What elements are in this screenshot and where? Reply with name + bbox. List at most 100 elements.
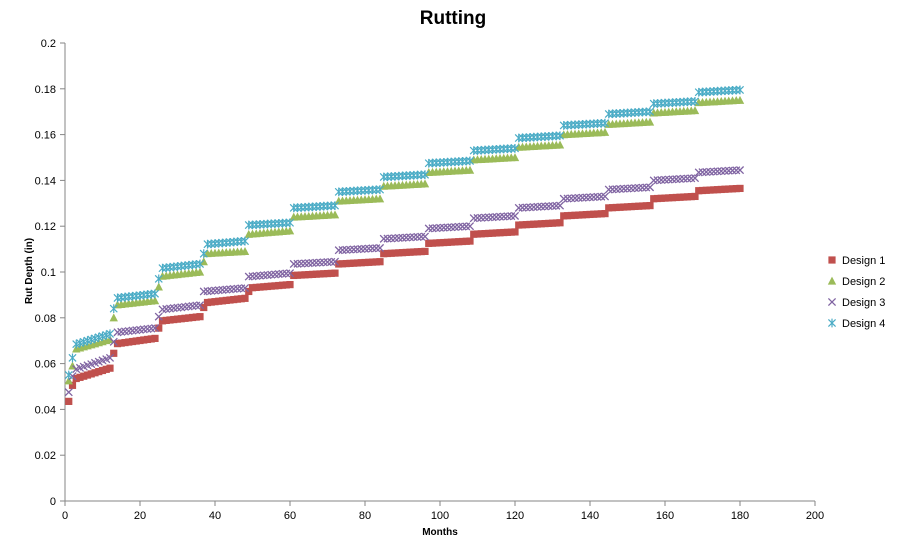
data-point: [672, 193, 680, 202]
y-tick-label: 0.1: [41, 267, 56, 279]
data-point: [342, 259, 350, 268]
x-tick-label: 60: [284, 510, 296, 522]
data-point: [64, 376, 73, 385]
data-point: [541, 219, 549, 228]
data-point: [390, 234, 400, 243]
data-point: [537, 202, 546, 211]
data-point: [237, 295, 245, 303]
data-point: [488, 213, 497, 222]
data-point: [375, 243, 385, 253]
data-point: [357, 259, 365, 267]
data-point: [473, 230, 482, 238]
data-point: [713, 167, 722, 176]
data-point: [132, 337, 140, 345]
data-point: [64, 370, 73, 380]
y-axis-label: Rut Depth (in): [24, 238, 35, 304]
data-point: [95, 368, 103, 376]
data-point: [500, 228, 508, 237]
data-point: [600, 118, 610, 128]
data-point: [185, 314, 193, 322]
data-point: [140, 336, 148, 344]
legend-label: Design 2: [842, 276, 885, 288]
data-point: [672, 175, 681, 184]
data-point: [177, 315, 185, 323]
data-point: [395, 249, 403, 257]
data-point: [150, 324, 160, 333]
data-point: [698, 168, 707, 177]
x-tick-label: 200: [806, 510, 824, 522]
data-point: [616, 203, 624, 211]
data-point: [376, 258, 384, 266]
series-design-1: [65, 184, 744, 405]
data-point: [334, 246, 343, 255]
y-tick-label: 0.04: [35, 404, 56, 416]
data-point: [353, 245, 362, 254]
data-point: [353, 259, 362, 267]
data-point: [556, 219, 564, 227]
data-point: [735, 166, 745, 175]
data-point: [293, 271, 302, 279]
data-point: [735, 95, 745, 104]
data-point: [286, 280, 294, 289]
data-point: [469, 214, 478, 223]
data-point: [151, 334, 159, 343]
data-point: [465, 165, 475, 174]
data-point: [105, 353, 115, 362]
data-point: [574, 193, 583, 202]
data-point: [87, 370, 95, 378]
legend-marker: [827, 297, 837, 307]
y-tick-label: 0: [50, 496, 56, 508]
data-point: [342, 245, 351, 254]
data-point: [645, 117, 655, 126]
data-point: [657, 175, 666, 185]
data-point: [109, 304, 118, 314]
y-tick-label: 0.08: [35, 313, 56, 325]
data-point: [728, 185, 737, 193]
data-point: [567, 194, 576, 203]
data-point: [413, 232, 422, 241]
data-point: [675, 174, 685, 183]
data-point: [65, 397, 73, 405]
data-point: [383, 234, 392, 243]
data-point: [109, 337, 118, 346]
data-point: [372, 244, 381, 253]
data-point: [297, 259, 306, 268]
data-point: [660, 175, 670, 184]
data-point: [409, 233, 418, 242]
data-point: [398, 233, 407, 242]
data-point: [110, 349, 118, 357]
chart-title: Rutting: [420, 8, 486, 29]
data-point: [406, 248, 414, 256]
data-point: [424, 224, 433, 233]
data-point: [319, 258, 328, 267]
data-point: [308, 258, 317, 268]
data-point: [499, 212, 508, 221]
data-point: [170, 315, 178, 324]
data-point: [563, 212, 572, 220]
x-tick-label: 100: [431, 510, 449, 522]
y-tick-label: 0.02: [35, 450, 56, 462]
data-point: [289, 259, 298, 269]
data-point: [436, 239, 444, 247]
legend-item-design-3: Design 3: [827, 297, 885, 309]
data-point: [612, 203, 620, 212]
data-point: [143, 335, 152, 344]
data-point: [98, 366, 107, 375]
data-point: [492, 229, 500, 237]
data-point: [192, 313, 200, 321]
data-point: [428, 239, 437, 247]
data-point: [154, 282, 163, 291]
data-point: [713, 186, 722, 194]
data-point: [676, 193, 684, 201]
data-point: [495, 212, 505, 221]
data-point: [548, 201, 557, 211]
x-tick-label: 160: [656, 510, 674, 522]
data-point: [195, 301, 205, 310]
data-point: [571, 211, 579, 219]
data-point: [154, 274, 163, 284]
data-point: [226, 296, 234, 304]
data-point: [443, 238, 452, 246]
data-point: [147, 335, 155, 343]
data-point: [533, 220, 542, 228]
